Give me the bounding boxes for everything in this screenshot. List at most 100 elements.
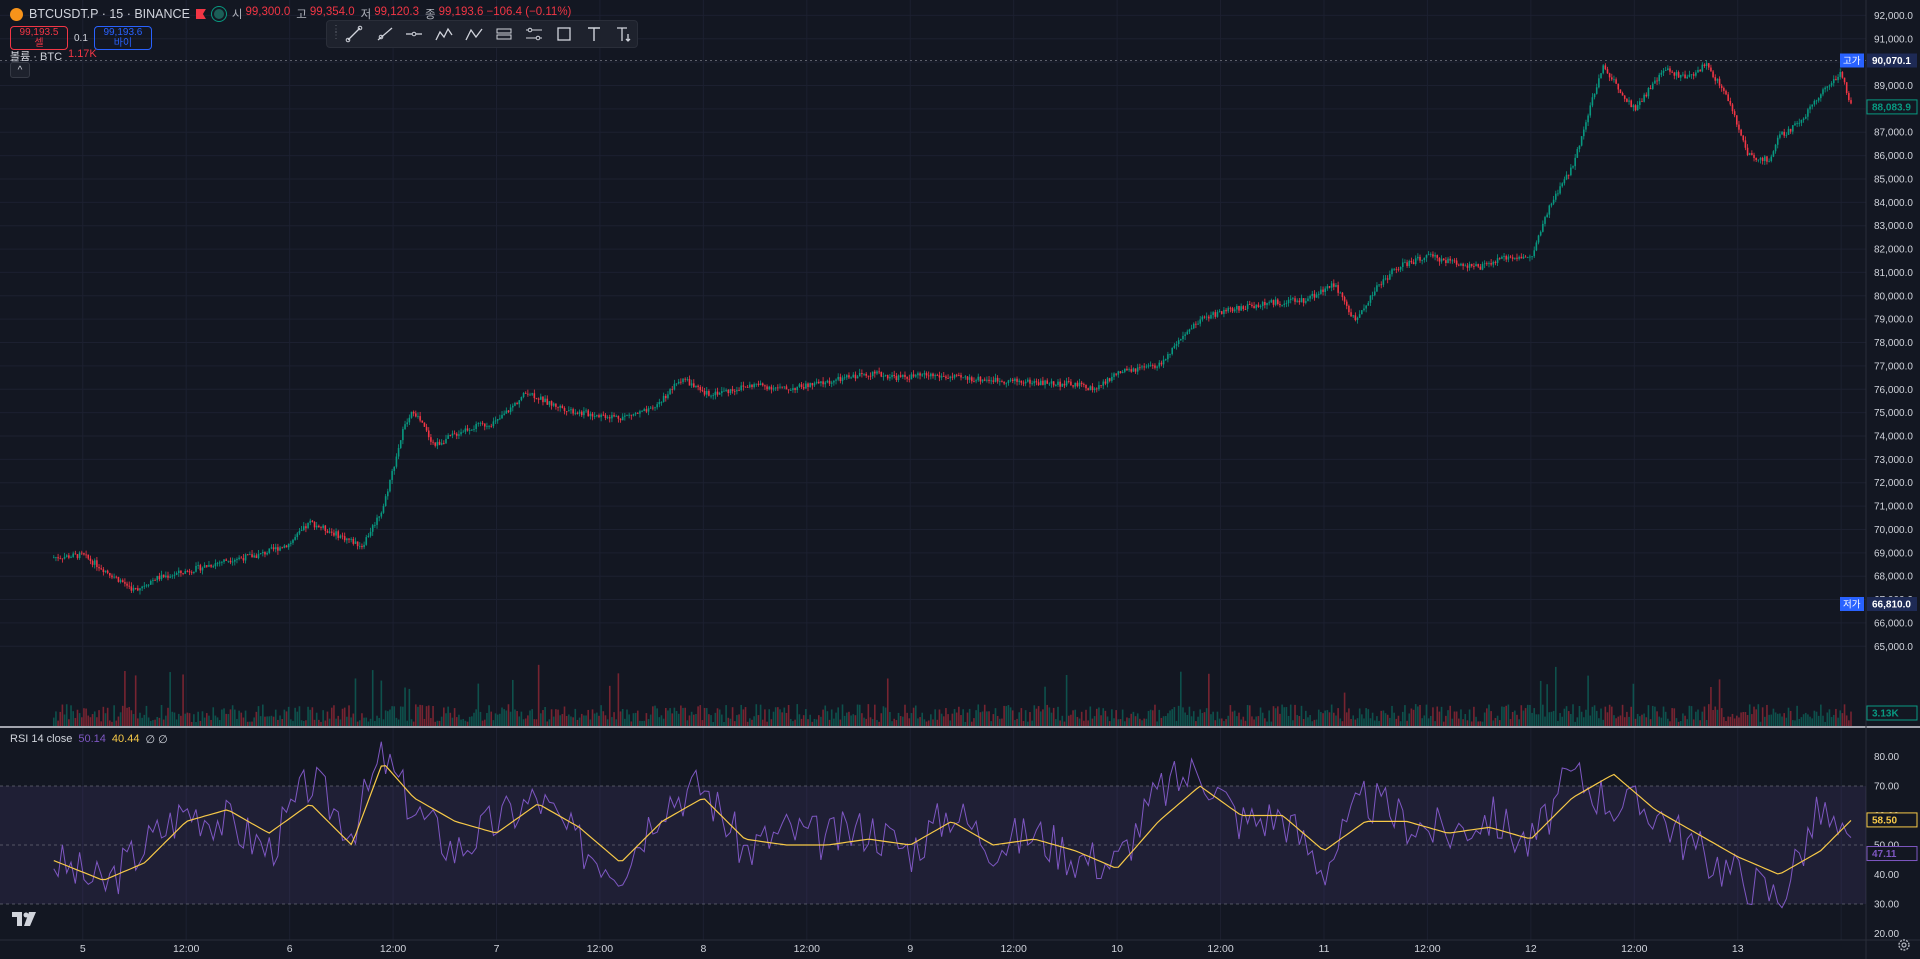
candle-body <box>1251 304 1253 307</box>
gear-icon[interactable] <box>1897 938 1911 952</box>
volume-bar <box>955 712 958 726</box>
candle-body <box>1287 299 1290 304</box>
volume-bar <box>1367 709 1370 726</box>
volume-bar <box>1641 714 1643 726</box>
volume-bar <box>783 707 786 726</box>
volume-bar <box>307 706 309 726</box>
rsi-legend[interactable]: RSI 14 close 50.14 40.44 ∅ ∅ <box>10 733 168 746</box>
volume-bar <box>1348 708 1350 726</box>
volume-bar <box>964 721 967 726</box>
text-note-icon[interactable] <box>611 23 637 45</box>
volume-bar <box>871 719 874 726</box>
sell-button[interactable]: 99,193.5 셀 <box>10 26 68 50</box>
volume-bar <box>505 710 508 726</box>
volume-bar <box>1042 709 1044 726</box>
candle-body <box>833 380 835 383</box>
volume-bar <box>1052 707 1055 726</box>
volume-legend[interactable]: 볼륨 · BTC 1.17K <box>10 48 97 64</box>
volume-bar <box>749 718 751 726</box>
candle-body <box>434 442 437 446</box>
volume-bar <box>1003 705 1005 726</box>
text-icon[interactable] <box>581 23 607 45</box>
volume-bar <box>1498 720 1501 726</box>
volume-bar <box>1298 716 1301 726</box>
volume-bar <box>1606 712 1609 726</box>
price-tick-label: 92,000.0 <box>1874 11 1913 22</box>
candle-body <box>81 552 83 554</box>
symbol-label[interactable]: BTCUSDT.P · 15 · BINANCE <box>29 7 190 21</box>
xabcd-pattern-icon[interactable] <box>431 23 457 45</box>
volume-bar <box>981 711 984 726</box>
tradingview-logo-icon[interactable] <box>12 912 38 926</box>
volume-bar <box>738 714 740 726</box>
volume-bar <box>548 719 551 726</box>
volume-bar <box>1436 706 1439 726</box>
horizontal-line-icon[interactable] <box>401 23 427 45</box>
candle-body <box>630 414 633 416</box>
volume-bar <box>1022 720 1025 726</box>
volume-bar <box>1182 707 1184 726</box>
volume-bar <box>902 716 904 726</box>
long-position-icon[interactable] <box>491 23 517 45</box>
candle-body <box>1449 258 1451 261</box>
drag-handle-icon[interactable]: ⋮ ⋮ <box>331 24 341 41</box>
candle-body <box>324 525 327 531</box>
candle-body <box>1289 298 1292 300</box>
candle-body <box>227 560 230 562</box>
volume-bar <box>710 715 712 726</box>
volume-bar <box>617 673 620 726</box>
short-position-icon[interactable] <box>521 23 547 45</box>
volume-bar <box>486 713 488 726</box>
candle-body <box>1152 365 1154 367</box>
volume-bar <box>1705 720 1708 726</box>
candle-body <box>624 415 626 417</box>
volume-bar <box>1203 712 1206 726</box>
volume-bar <box>1548 712 1551 726</box>
volume-bar <box>1149 709 1152 726</box>
candle-body <box>697 385 699 388</box>
volume-bar <box>417 706 419 726</box>
volume-bar <box>1309 715 1311 726</box>
candle-body <box>1811 104 1814 107</box>
volume-bar <box>1699 720 1701 726</box>
volume-bar <box>479 711 482 726</box>
price-tick-label: 85,000.0 <box>1874 174 1913 185</box>
candle-body <box>264 552 266 555</box>
volume-bar <box>483 719 486 726</box>
volume-bar <box>1421 718 1423 726</box>
candle-body <box>988 379 990 381</box>
candle-body <box>1460 263 1462 266</box>
abcd-pattern-icon[interactable] <box>461 23 487 45</box>
candle-body <box>1643 94 1645 102</box>
volume-bar <box>1126 717 1128 726</box>
trend-line-icon[interactable] <box>341 23 367 45</box>
buy-button[interactable]: 99,193.6 바이 <box>93 26 152 50</box>
volume-bar <box>290 719 292 726</box>
volume-bar <box>1445 715 1447 726</box>
candle-body <box>636 413 639 414</box>
volume-bar <box>945 708 947 726</box>
candle-body <box>1826 86 1829 88</box>
ray-icon[interactable] <box>371 23 397 45</box>
volume-bar <box>1251 716 1253 726</box>
collapse-legend-button[interactable]: ^ <box>10 62 30 78</box>
candle-body <box>61 558 64 560</box>
volume-bar <box>296 711 299 726</box>
volume-bar <box>1100 715 1102 726</box>
volume-bar <box>1393 712 1395 726</box>
volume-bar <box>841 704 844 726</box>
flag-icon[interactable] <box>195 9 206 19</box>
volume-bar <box>979 712 982 726</box>
rectangle-icon[interactable] <box>551 23 577 45</box>
candle-body <box>1535 242 1538 251</box>
candle-body <box>1723 88 1725 91</box>
volume-bar <box>878 721 880 726</box>
volume-bar <box>1789 710 1792 726</box>
volume-bar <box>802 715 805 726</box>
high-price-value-bg <box>1867 53 1917 68</box>
volume-bar <box>350 717 352 726</box>
volume-bar <box>852 714 855 726</box>
time-tick-label: 12:00 <box>1001 943 1027 955</box>
candle-body <box>361 546 363 548</box>
